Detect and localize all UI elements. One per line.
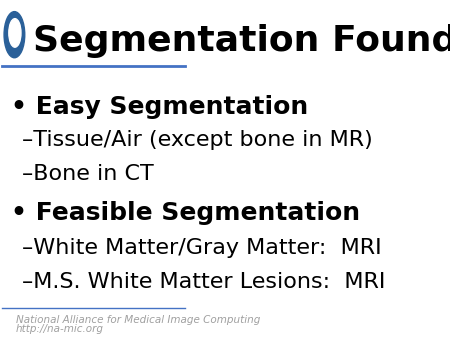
Ellipse shape <box>4 11 25 58</box>
Text: –Bone in CT: –Bone in CT <box>22 164 153 184</box>
Text: –M.S. White Matter Lesions:  MRI: –M.S. White Matter Lesions: MRI <box>22 272 385 292</box>
Text: Segmentation Foundations: Segmentation Foundations <box>33 24 450 58</box>
Text: • Feasible Segmentation: • Feasible Segmentation <box>11 201 360 225</box>
Text: –White Matter/Gray Matter:  MRI: –White Matter/Gray Matter: MRI <box>22 238 381 258</box>
Text: National Alliance for Medical Image Computing: National Alliance for Medical Image Comp… <box>16 315 260 325</box>
Text: • Easy Segmentation: • Easy Segmentation <box>11 95 309 119</box>
Text: –Tissue/Air (except bone in MR): –Tissue/Air (except bone in MR) <box>22 130 372 150</box>
Ellipse shape <box>9 19 21 47</box>
Text: http://na-mic.org: http://na-mic.org <box>16 324 104 334</box>
